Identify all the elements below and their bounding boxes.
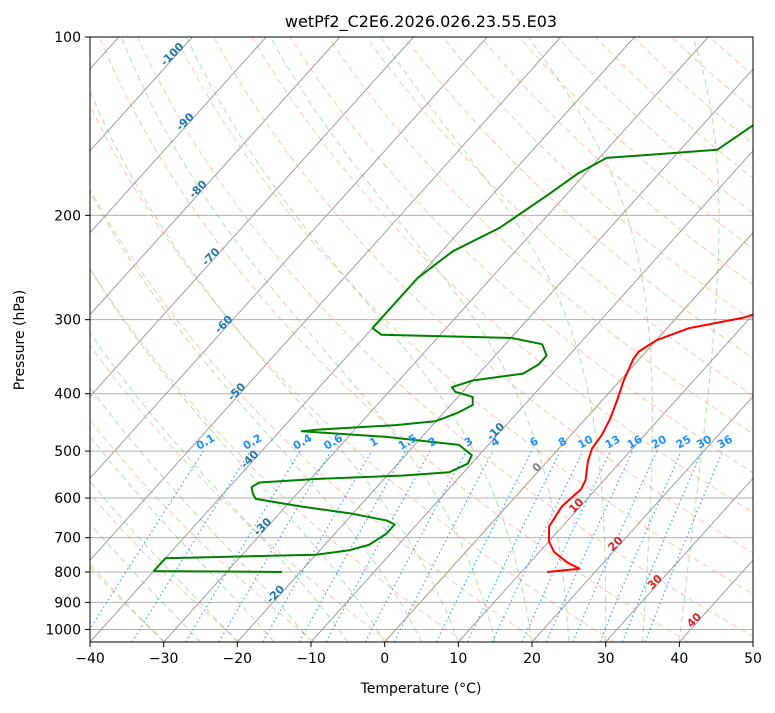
y-tick-label: 500 bbox=[54, 444, 81, 460]
y-tick-label: 700 bbox=[54, 531, 81, 547]
x-tick-label: 10 bbox=[449, 651, 467, 667]
y-axis-label: Pressure (hPa) bbox=[12, 290, 28, 390]
y-tick-label: 200 bbox=[54, 208, 81, 224]
y-tick-label: 400 bbox=[54, 387, 81, 403]
x-tick-label: −20 bbox=[223, 651, 253, 667]
x-tick-label: 30 bbox=[597, 651, 615, 667]
y-tick-label: 800 bbox=[54, 565, 81, 581]
isotherm-line bbox=[753, 37, 775, 642]
x-tick-label: −40 bbox=[75, 651, 105, 667]
x-axis-label: Temperature (°C) bbox=[360, 681, 482, 697]
x-tick-label: 50 bbox=[744, 651, 762, 667]
x-tick-label: −10 bbox=[296, 651, 326, 667]
x-tick-label: −30 bbox=[149, 651, 179, 667]
x-tick-label: 0 bbox=[380, 651, 389, 667]
x-tick-label: 20 bbox=[523, 651, 541, 667]
x-tick-label: 40 bbox=[670, 651, 688, 667]
y-tick-label: 100 bbox=[54, 30, 81, 46]
y-tick-label: 1000 bbox=[45, 622, 81, 638]
y-tick-label: 600 bbox=[54, 491, 81, 507]
chart-title: wetPf2_C2E6.2026.026.23.55.E03 bbox=[285, 12, 557, 32]
y-tick-label: 900 bbox=[54, 595, 81, 611]
y-tick-label: 300 bbox=[54, 313, 81, 329]
